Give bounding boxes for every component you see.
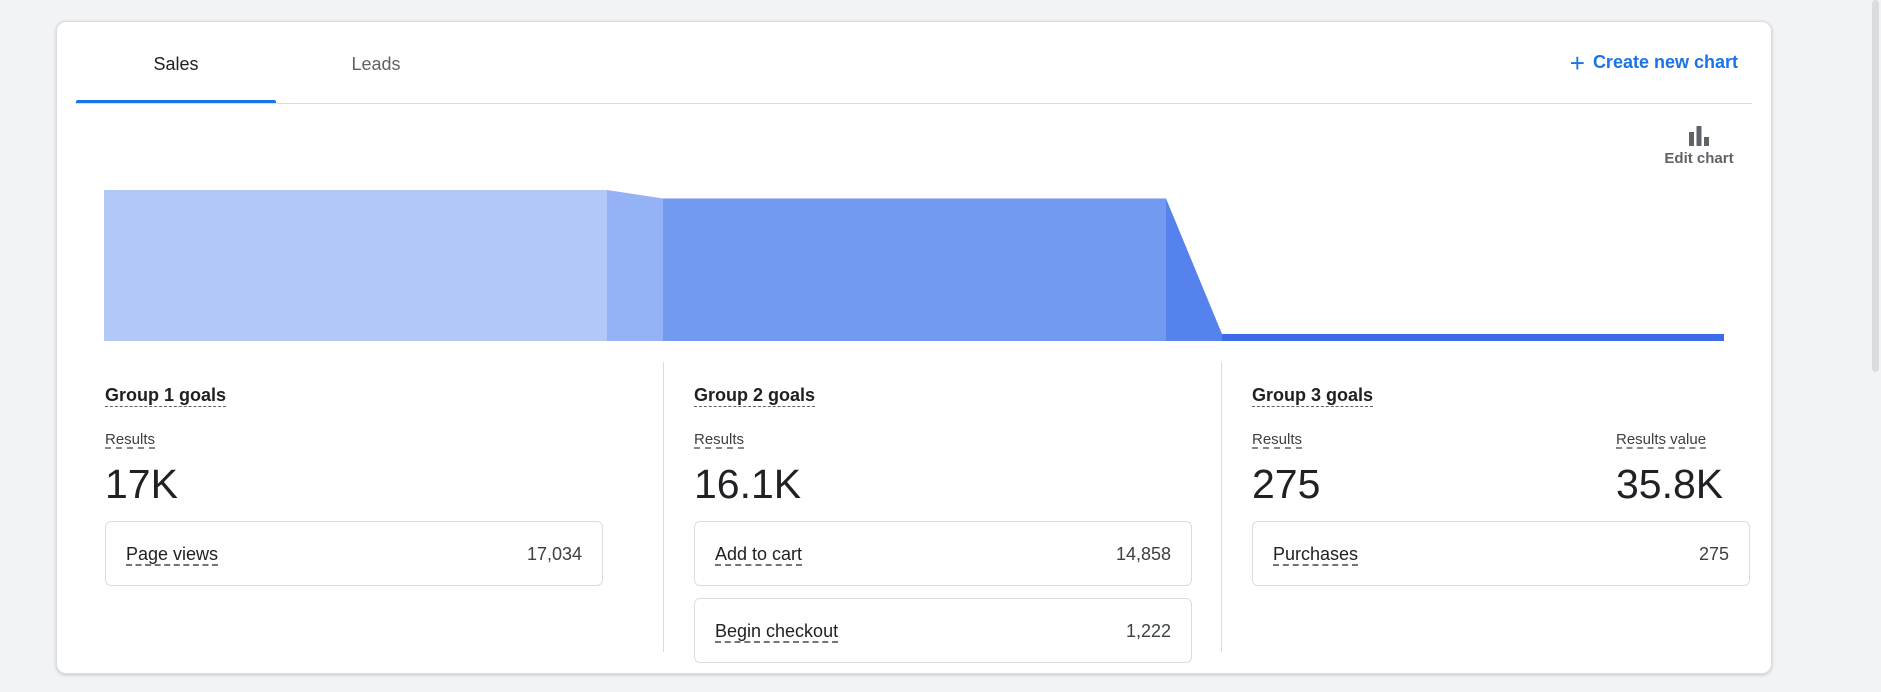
group-title[interactable]: Group 1 goals bbox=[105, 385, 227, 405]
funnel-stage-2 bbox=[663, 198, 1166, 341]
event-row-purchases[interactable]: Purchases 275 bbox=[1252, 521, 1750, 586]
event-name: Add to cart bbox=[715, 544, 803, 564]
plus-icon: + bbox=[1569, 47, 1585, 78]
group-title[interactable]: Group 3 goals bbox=[1252, 385, 1374, 405]
results-value-label[interactable]: Results value bbox=[1616, 431, 1707, 448]
funnel-stage-1 bbox=[104, 190, 607, 341]
results-value-amount: 35.8K bbox=[1616, 461, 1724, 507]
edit-chart-button[interactable]: Edit chart bbox=[1661, 126, 1737, 167]
tab-sales-label: Sales bbox=[153, 53, 199, 74]
funnel-stage-3 bbox=[1222, 334, 1724, 341]
results-label[interactable]: Results bbox=[1252, 431, 1303, 448]
results-value: 16.1K bbox=[694, 461, 802, 507]
event-count: 1,222 bbox=[1125, 621, 1171, 641]
event-count: 275 bbox=[1698, 544, 1729, 564]
results-label[interactable]: Results bbox=[105, 431, 156, 448]
funnel-card: Sales Leads + Create new chart Edit char… bbox=[56, 21, 1772, 674]
edit-chart-label: Edit chart bbox=[1664, 150, 1734, 167]
active-tab-indicator bbox=[76, 100, 276, 103]
goal-group-3: Group 3 goals Results 275 Results value … bbox=[1221, 362, 1780, 652]
funnel-connector-2 bbox=[1166, 198, 1222, 341]
results-value: 275 bbox=[1252, 461, 1321, 507]
event-count: 17,034 bbox=[526, 544, 582, 564]
bar-chart-icon bbox=[1689, 126, 1709, 146]
goal-groups: Group 1 goals Results 17K Page views 17,… bbox=[105, 362, 1780, 663]
tab-leads[interactable]: Leads bbox=[276, 22, 476, 102]
goal-group-2: Group 2 goals Results 16.1K Add to cart … bbox=[663, 362, 1222, 663]
event-row-page-views[interactable]: Page views 17,034 bbox=[105, 521, 603, 586]
tab-sales[interactable]: Sales bbox=[76, 22, 276, 103]
results-label[interactable]: Results bbox=[694, 431, 745, 448]
results-value: 17K bbox=[105, 461, 178, 507]
event-name: Purchases bbox=[1273, 544, 1359, 564]
goal-group-1: Group 1 goals Results 17K Page views 17,… bbox=[105, 362, 663, 652]
event-name: Begin checkout bbox=[715, 621, 839, 641]
tab-leads-label: Leads bbox=[351, 53, 401, 74]
event-row-add-to-cart[interactable]: Add to cart 14,858 bbox=[694, 521, 1192, 586]
group-title[interactable]: Group 2 goals bbox=[694, 385, 816, 405]
funnel-connector-1 bbox=[607, 190, 663, 341]
create-new-chart-button[interactable]: + Create new chart bbox=[1569, 47, 1738, 78]
event-row-begin-checkout[interactable]: Begin checkout 1,222 bbox=[694, 598, 1192, 663]
scrollbar-thumb[interactable] bbox=[1872, 0, 1879, 372]
event-name: Page views bbox=[126, 544, 219, 564]
create-new-chart-label: Create new chart bbox=[1592, 52, 1738, 72]
event-count: 14,858 bbox=[1115, 544, 1171, 564]
page-scrollbar[interactable] bbox=[1870, 0, 1881, 692]
funnel-chart bbox=[104, 190, 1724, 341]
tab-bar: Sales Leads bbox=[76, 22, 1752, 104]
